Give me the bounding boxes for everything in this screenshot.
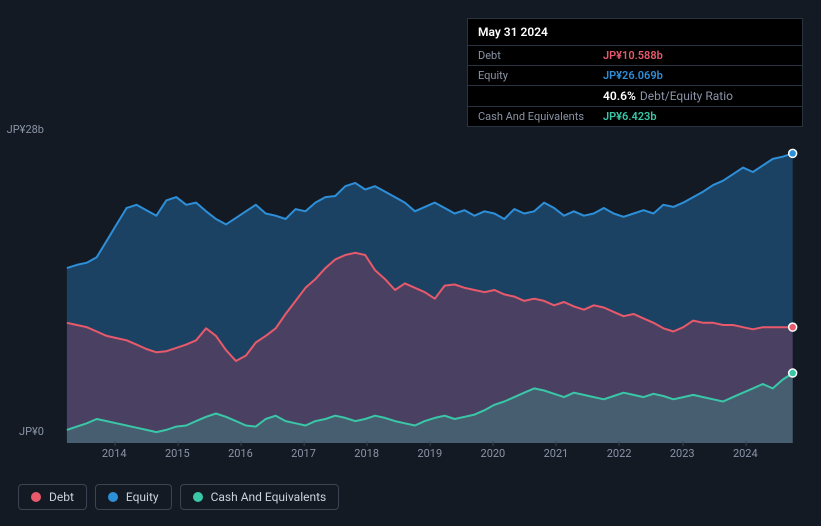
x-tick: 2023 [670, 447, 695, 460]
tooltip-value: JP¥6.423b [603, 110, 657, 123]
x-tick: 2015 [165, 447, 190, 460]
x-tick: 2022 [607, 447, 632, 460]
legend-label: Debt [49, 490, 74, 504]
tooltip-row-cash: Cash And Equivalents JP¥6.423b [468, 107, 802, 126]
legend-dot-icon [108, 492, 118, 502]
chart-tooltip: May 31 2024 Debt JP¥10.588b Equity JP¥26… [467, 18, 803, 127]
tooltip-value: JP¥10.588b [603, 49, 663, 62]
legend-item[interactable]: Debt [18, 484, 87, 510]
legend-dot-icon [31, 492, 41, 502]
tooltip-date: May 31 2024 [468, 19, 802, 46]
tooltip-row-debt: Debt JP¥10.588b [468, 46, 802, 66]
tooltip-label [478, 89, 603, 103]
x-tick: 2024 [733, 447, 758, 460]
legend-dot-icon [193, 492, 203, 502]
chart-legend: Debt Equity Cash And Equivalents [18, 484, 339, 510]
legend-item[interactable]: Equity [95, 484, 172, 510]
tooltip-label: Debt [478, 49, 603, 62]
tooltip-label: Cash And Equivalents [478, 110, 603, 123]
legend-label: Equity [126, 490, 159, 504]
tooltip-value: 40.6%Debt/Equity Ratio [603, 89, 733, 103]
tooltip-row-ratio: 40.6%Debt/Equity Ratio [468, 86, 802, 107]
tooltip-value: JP¥26.069b [603, 69, 663, 82]
x-tick: 2014 [102, 447, 127, 460]
y-axis-label-bottom: JP¥0 [0, 425, 44, 438]
x-tick: 2016 [228, 447, 253, 460]
x-tick: 2020 [481, 447, 506, 460]
x-tick: 2018 [354, 447, 379, 460]
tooltip-row-equity: Equity JP¥26.069b [468, 66, 802, 86]
chart-area[interactable]: JP¥28b JP¥0 2014201520162017201820192020… [18, 125, 804, 465]
legend-item[interactable]: Cash And Equivalents [180, 484, 340, 510]
chart-svg [48, 137, 804, 443]
x-tick: 2019 [417, 447, 442, 460]
legend-label: Cash And Equivalents [211, 490, 327, 504]
y-axis-label-top: JP¥28b [0, 123, 44, 136]
x-tick: 2021 [544, 447, 569, 460]
x-tick: 2017 [291, 447, 316, 460]
tooltip-label: Equity [478, 69, 603, 82]
x-axis: 2014 2015 2016 2017 2018 2019 2020 2021 2022 2023… [48, 447, 804, 467]
